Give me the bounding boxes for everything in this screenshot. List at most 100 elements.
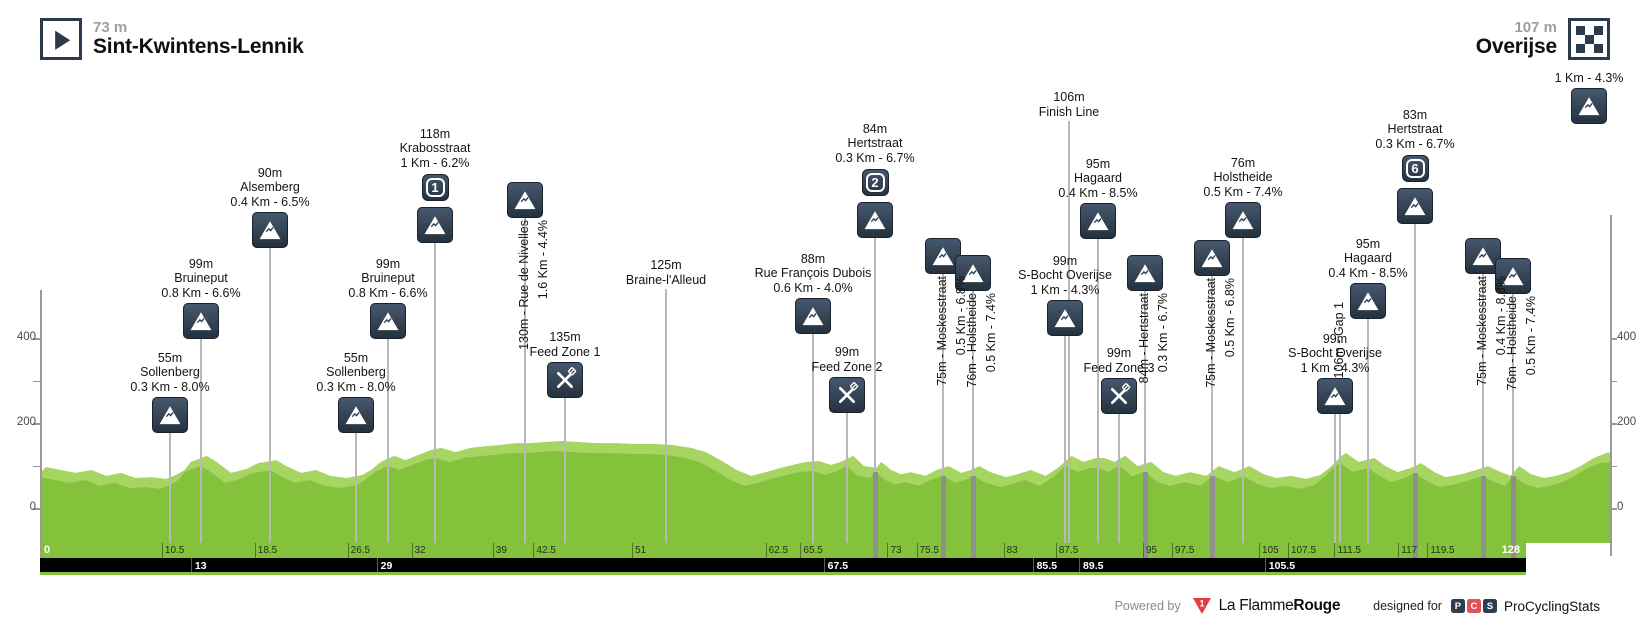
distance-tick-intermediate (1264, 558, 1266, 572)
distance-tick (347, 543, 349, 558)
climb-icon (338, 397, 374, 433)
marker-label: 95m Hagaard 0.4 Km - 8.5% (1328, 236, 1408, 280)
marker-line (1339, 414, 1341, 543)
distance-tick (492, 543, 494, 558)
brand-rouge: Rouge (1293, 597, 1341, 614)
marker-line (972, 290, 974, 543)
distance-tick (800, 543, 802, 558)
distance-tick-label: 26.5 (350, 545, 371, 556)
distance-tick-intermediate (190, 558, 192, 572)
marker-label: 99m Feed Zone 2 (811, 345, 883, 374)
y-tick-left (33, 508, 40, 510)
distance-tick-label: 117 (1401, 545, 1418, 556)
laflammerouge-logo-icon[interactable]: 1 (1192, 597, 1212, 615)
procyclingstats-link[interactable]: ProCyclingStats (1503, 598, 1600, 614)
marker-label: 135m Feed Zone 1 (529, 330, 601, 359)
y-axis-left (40, 290, 42, 558)
distance-label-intermediate: 13 (194, 559, 207, 572)
distance-label-intermediate: 105.5 (1268, 559, 1296, 572)
distance-tick-intermediate (1032, 558, 1034, 572)
climb-icon (370, 303, 406, 339)
marker-label: 76m Holstheide 0.5 Km - 7.4% (1203, 155, 1283, 199)
climb-sector-bar (872, 471, 878, 558)
climb-icon (1397, 188, 1433, 224)
climb-icon (1127, 255, 1163, 291)
distance-tick (887, 543, 889, 558)
distance-tick (254, 543, 256, 558)
distance-tick-label: 42.5 (536, 545, 556, 556)
climb-icon (857, 202, 893, 238)
distance-tick (1334, 543, 1336, 558)
y-tick-right (1610, 508, 1617, 510)
pcs-logo-icon[interactable]: P C S (1450, 599, 1497, 613)
category-badge: 6 (1401, 155, 1429, 182)
marker-line (387, 338, 389, 543)
distance-tick (1003, 543, 1005, 558)
climb-sector-bar (1142, 471, 1148, 558)
climb-icon (1495, 258, 1531, 294)
climb-icon (1047, 300, 1083, 336)
distance-tick-intermediate (1079, 558, 1081, 572)
distance-tick-label: 119.5 (1430, 545, 1455, 556)
y-tick-left (33, 465, 40, 467)
marker-line (1118, 413, 1120, 543)
marker-label-rotated: 76m - Holstheide 0.5 Km - 7.4% (1505, 296, 1538, 391)
distance-tick-label: 107.5 (1291, 545, 1317, 556)
climb-icon (1194, 240, 1230, 276)
marker-label: 1 Km - 4.3% (1554, 70, 1624, 85)
climb-icon (252, 212, 288, 248)
y-tick-right (1610, 338, 1617, 340)
finish-flag-icon (1568, 18, 1610, 60)
marker-line (1144, 290, 1146, 543)
y-tick-right (1610, 423, 1617, 425)
powered-by-label: Powered by (1114, 599, 1181, 613)
pcs-letter-p: P (1450, 599, 1465, 613)
marker-line (665, 289, 667, 543)
climb-icon (1571, 88, 1607, 124)
marker-label: 99m Bruineput 0.8 Km - 6.6% (348, 256, 428, 300)
distance-band-black (40, 558, 1526, 572)
climb-icon (1350, 283, 1386, 319)
climb-icon (955, 255, 991, 291)
marker-label: 95m Hagaard 0.4 Km - 8.5% (1058, 156, 1138, 200)
marker-line (1512, 293, 1514, 543)
distance-tick-label: 75.5 (919, 545, 939, 556)
marker-line (1482, 273, 1484, 543)
y-axis-label-right: 0 (1617, 501, 1624, 513)
climb-sector-bar (1480, 476, 1486, 558)
brand-la-flamme: La Flamme (1218, 597, 1294, 614)
marker-label: 55m Sollenberg 0.3 Km - 8.0% (130, 350, 210, 394)
marker-line (812, 333, 814, 543)
distance-tick (632, 543, 634, 558)
y-axis-label-left: 400 (16, 331, 36, 343)
y-axis-label-right: 400 (1617, 331, 1637, 343)
marker-label: 99m S-Bocht Overijse 1 Km - 4.3% (1288, 331, 1382, 375)
marker-line (200, 338, 202, 543)
distance-tick-intermediate (376, 558, 378, 572)
laflammerouge-link[interactable]: La FlammeRouge (1219, 597, 1341, 615)
climb-icon (183, 303, 219, 339)
marker-label: 99m Feed Zone 3 (1083, 346, 1155, 375)
marker-line (1414, 223, 1416, 543)
y-tick-right (1610, 380, 1617, 382)
distance-tick-label: 62.5 (768, 545, 789, 556)
marker-label: 99m S-Bocht Overijse 1 Km - 4.3% (1018, 253, 1112, 297)
distance-tick (1142, 543, 1144, 558)
marker-line (846, 412, 848, 543)
svg-text:1: 1 (1199, 599, 1204, 609)
designed-for-label: designed for (1373, 599, 1442, 613)
marker-label-rotated: 75m - Moskesstraat 0.5 Km - 6.8% (1204, 278, 1237, 388)
distance-tick (1258, 543, 1260, 558)
distance-tick (411, 543, 413, 558)
distance-label-intermediate: 85.5 (1036, 559, 1058, 572)
distance-tick-label: 65.5 (803, 545, 823, 556)
feed-zone-icon (829, 377, 865, 413)
y-tick-left (33, 380, 40, 382)
climb-icon (1465, 238, 1501, 274)
marker-label: 90m Alsemberg 0.4 Km - 6.5% (230, 165, 310, 209)
y-axis-right (1610, 215, 1612, 556)
distance-tick (161, 543, 163, 558)
marker-label-rotated: 106m - Gap 1 (1332, 302, 1346, 379)
marker-line (1211, 275, 1213, 543)
